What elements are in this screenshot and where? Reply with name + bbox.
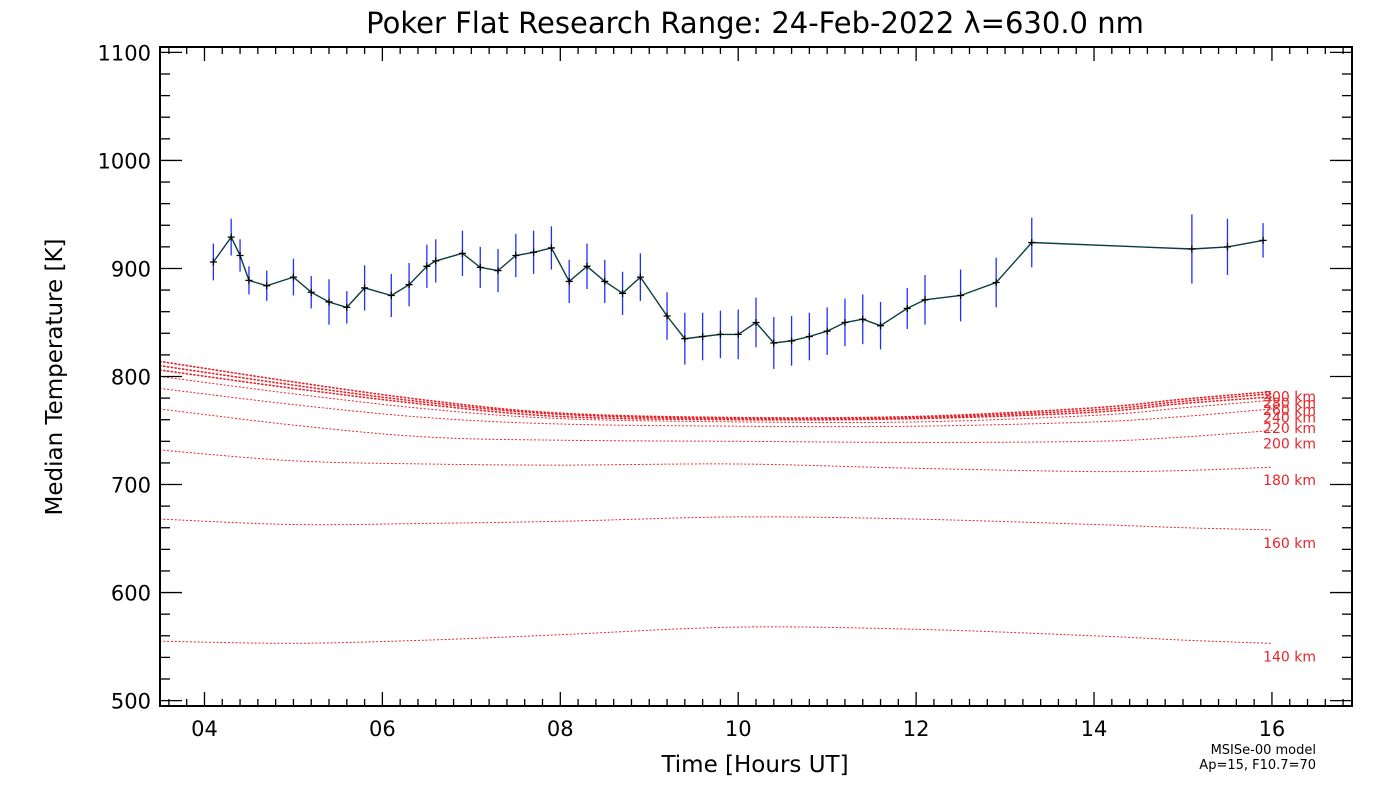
data-point <box>512 252 520 260</box>
data-point <box>547 244 555 252</box>
data-point <box>583 262 591 270</box>
data-point <box>387 291 395 299</box>
data-point <box>699 333 707 341</box>
model-label-140-km: 140 km <box>1263 649 1316 665</box>
model-label-160-km: 160 km <box>1263 536 1316 552</box>
model-curve-140-km <box>159 626 1273 644</box>
model-label-300-km: 300 km <box>1263 390 1316 406</box>
data-point <box>530 248 538 256</box>
data-point <box>1028 239 1036 247</box>
y-tick-label: 800 <box>111 366 151 390</box>
data-point <box>992 279 1000 287</box>
y-tick-label: 600 <box>111 582 151 606</box>
model-label-260-km: 260 km <box>1263 403 1316 419</box>
data-point <box>1259 236 1267 244</box>
data-point <box>752 318 760 326</box>
model-curve-260-km <box>159 369 1273 421</box>
measurement-markers <box>210 234 1267 347</box>
data-point <box>361 284 369 292</box>
y-tick-label: 500 <box>111 690 151 714</box>
data-point <box>325 298 333 306</box>
data-point <box>405 281 413 289</box>
data-point <box>681 335 689 343</box>
data-point <box>636 273 644 281</box>
data-point <box>788 337 796 345</box>
data-point <box>601 277 609 285</box>
data-point <box>619 289 627 297</box>
data-point <box>859 315 867 323</box>
x-tick-label: 08 <box>547 717 574 741</box>
data-point <box>458 249 466 257</box>
plot-frame <box>159 46 1353 707</box>
measured-temperature-line <box>212 235 1264 344</box>
model-label-240-km: 240 km <box>1263 410 1316 426</box>
data-point <box>263 282 271 290</box>
data-point <box>734 330 742 338</box>
data-point <box>307 288 315 296</box>
model-label-180-km: 180 km <box>1263 473 1316 489</box>
y-tick-label: 1100 <box>98 41 151 65</box>
data-point <box>903 304 911 312</box>
x-tick-label: 14 <box>1081 717 1108 741</box>
model-curve-200-km <box>159 408 1273 443</box>
model-label-200-km: 200 km <box>1263 437 1316 453</box>
y-tick-label: 700 <box>111 474 151 498</box>
data-point <box>1223 243 1231 251</box>
model-note-name: MSISe-00 model <box>1211 743 1316 758</box>
model-curve-160-km <box>159 516 1273 531</box>
x-tick-label: 10 <box>725 717 752 741</box>
data-point <box>343 303 351 311</box>
x-axis-label: Time [Hours UT] <box>660 752 848 778</box>
model-curve-240-km <box>159 376 1273 424</box>
data-point <box>823 327 831 335</box>
data-point <box>245 276 253 284</box>
data-point <box>565 277 573 285</box>
y-axis-ticks: 500 600 700 800 900 1000 1100 <box>98 41 1352 714</box>
y-axis-label: Median Temperature [K] <box>42 239 68 516</box>
model-label-220-km: 220 km <box>1263 421 1316 437</box>
x-tick-label: 12 <box>903 717 930 741</box>
data-point <box>476 263 484 271</box>
model-curves <box>159 360 1273 644</box>
data-point <box>423 262 431 270</box>
data-point <box>494 267 502 275</box>
model-curve-220-km <box>159 387 1273 428</box>
x-tick-label: 06 <box>369 717 396 741</box>
error-bars <box>212 214 1264 369</box>
model-curve-180-km <box>159 449 1273 473</box>
data-point <box>209 258 217 266</box>
chart-title: Poker Flat Research Range: 24-Feb-2022 λ… <box>366 6 1144 40</box>
data-point <box>877 322 885 330</box>
data-point <box>841 318 849 326</box>
data-point <box>227 233 235 241</box>
y-tick-label: 1000 <box>98 149 151 173</box>
x-tick-label: 16 <box>1259 717 1286 741</box>
data-point <box>921 296 929 304</box>
data-point <box>770 339 778 347</box>
model-curve-300-km <box>159 360 1273 419</box>
x-tick-label: 04 <box>191 717 218 741</box>
data-point <box>289 273 297 281</box>
data-point <box>716 330 724 338</box>
data-point <box>663 312 671 320</box>
data-point <box>236 252 244 260</box>
plot-border <box>159 46 1353 707</box>
data-point <box>957 291 965 299</box>
model-note-params: Ap=15, F10.7=70 <box>1199 758 1316 773</box>
data-point <box>1188 245 1196 253</box>
model-label-280-km: 280 km <box>1263 396 1316 412</box>
data-point <box>805 333 813 341</box>
data-point <box>432 257 440 265</box>
y-tick-label: 900 <box>111 257 151 281</box>
model-curve-280-km <box>159 364 1273 420</box>
x-axis-ticks: 04 06 08 10 12 14 16 <box>168 47 1344 741</box>
